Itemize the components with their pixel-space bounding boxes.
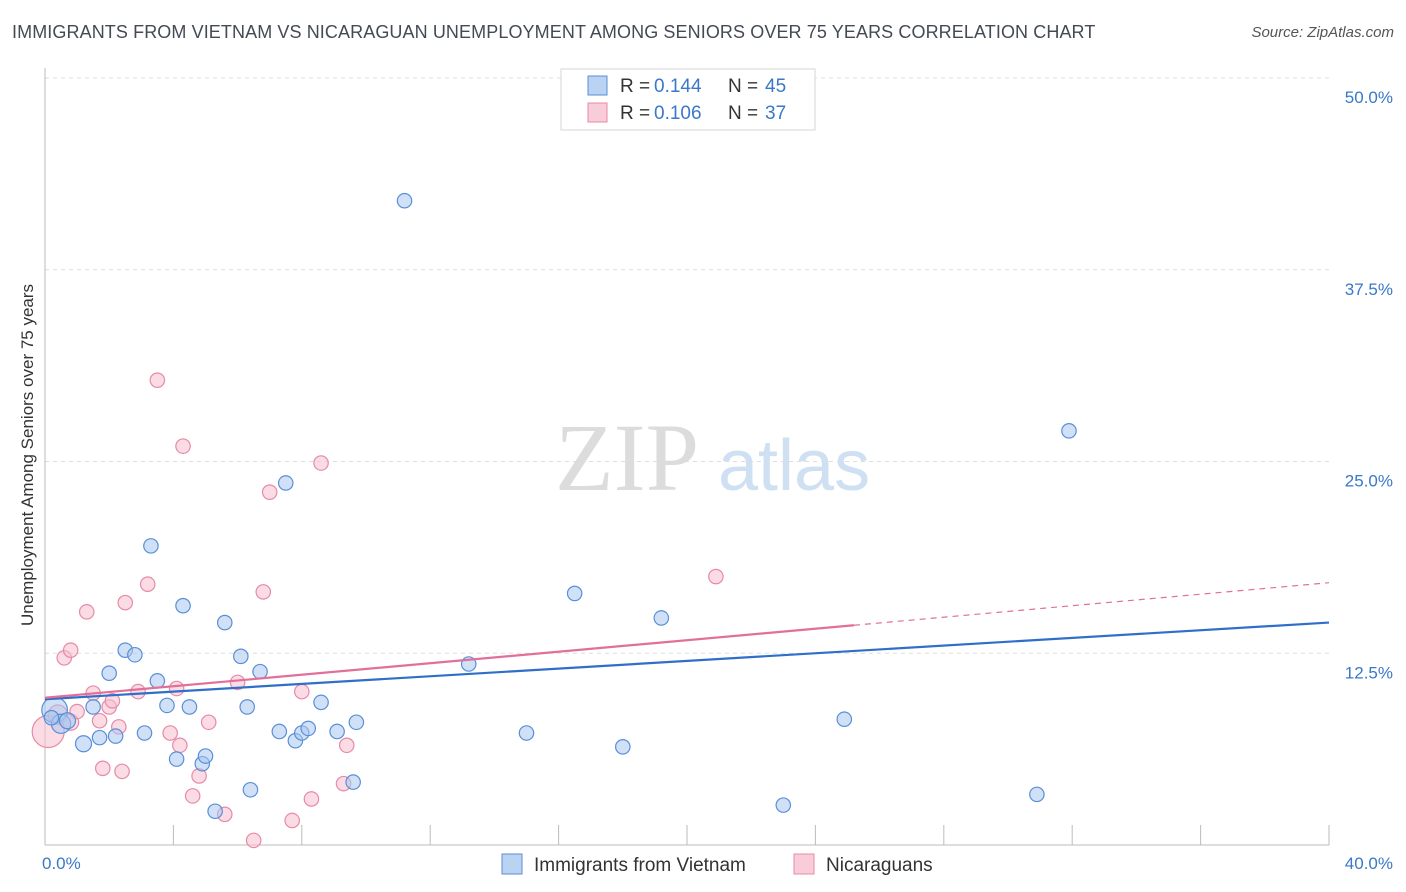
data-point [172, 737, 188, 754]
data-point [518, 725, 535, 741]
data-point [396, 192, 413, 209]
data-point [91, 712, 108, 729]
legend-series-label: Nicaraguans [826, 855, 933, 876]
data-point [74, 735, 93, 753]
watermark-atlas: atlas [718, 426, 870, 506]
legend-r-value: 0.106 [654, 103, 702, 124]
data-point [277, 475, 294, 491]
data-point [329, 723, 345, 740]
data-point [566, 585, 583, 602]
data-point [338, 737, 355, 754]
legend-r-value: 0.144 [654, 76, 702, 97]
y-tick-label: 25.0% [1345, 472, 1393, 491]
data-point [62, 642, 79, 658]
data-point [313, 455, 329, 471]
data-point [184, 788, 201, 804]
data-point [85, 699, 101, 715]
data-point [207, 803, 223, 820]
legend-series-swatch [501, 853, 523, 875]
legend-swatch [587, 75, 608, 96]
data-point [159, 697, 175, 714]
data-point [143, 538, 159, 554]
data-point [197, 748, 214, 764]
data-point [78, 604, 95, 620]
y-tick-label: 12.5% [1345, 663, 1393, 682]
data-point [58, 712, 77, 730]
data-point [101, 665, 117, 681]
watermark-zip: ZIP [555, 404, 699, 511]
data-point [162, 725, 178, 741]
trend-line-solid [44, 624, 855, 699]
legend-r-label: R = [620, 103, 650, 124]
data-point [313, 694, 329, 711]
data-point [139, 576, 156, 593]
legend-r-label: R = [620, 76, 650, 97]
legend-n-label: N = [728, 103, 758, 124]
x-tick-label: 0.0% [42, 854, 81, 873]
data-point [239, 699, 256, 715]
data-point [200, 714, 217, 731]
legend-stats: R = 0.144 N = 45 R = 0.106 N = 37 [560, 68, 816, 131]
data-point [104, 693, 121, 709]
data-point [1061, 423, 1077, 439]
points-vietnam [41, 192, 1077, 820]
data-point [130, 683, 146, 700]
data-point [168, 751, 185, 767]
data-point [117, 594, 134, 611]
legend-swatch [587, 102, 608, 123]
y-tick-label: 50.0% [1345, 88, 1393, 107]
data-point [136, 725, 153, 741]
trend-line-dashed [853, 582, 1330, 626]
data-point [229, 674, 246, 691]
data-point [614, 739, 631, 755]
data-point [242, 781, 259, 798]
grid-lines [45, 77, 1329, 654]
trend-lines [44, 582, 1330, 701]
data-point [149, 673, 166, 689]
data-point [345, 774, 361, 790]
data-point [127, 646, 143, 663]
data-point [233, 648, 249, 665]
data-point [836, 711, 853, 728]
data-point [149, 372, 166, 388]
legend-series-label: Immigrants from Vietnam [534, 855, 746, 876]
data-point [175, 597, 191, 614]
legend-n-label: N = [728, 76, 758, 97]
source-credit: Source: ZipAtlas.com [1251, 24, 1394, 41]
data-point [293, 683, 310, 700]
data-point [300, 720, 317, 737]
data-point [252, 663, 268, 680]
data-point [708, 568, 724, 585]
tick-labels: 12.5% 25.0% 37.5% 50.0% 0.0% 40.0% [42, 88, 1393, 873]
legend-n-value: 45 [765, 76, 786, 97]
data-point [107, 728, 124, 744]
data-point [348, 714, 365, 731]
legend-n-value: 37 [765, 103, 786, 124]
data-point [1029, 786, 1045, 803]
data-point [284, 812, 300, 829]
data-point [114, 763, 130, 780]
legend-series: Immigrants from Vietnam Nicaraguans [501, 853, 933, 876]
legend-series-swatch [793, 853, 815, 875]
data-point [175, 438, 191, 454]
data-point [94, 760, 111, 777]
watermark: ZIP atlas [555, 404, 870, 511]
data-point [43, 709, 60, 726]
data-point [168, 680, 185, 697]
data-point [653, 610, 670, 626]
data-point [303, 791, 320, 807]
x-tick-label: 40.0% [1345, 854, 1393, 873]
data-point [91, 729, 108, 746]
data-point [775, 797, 792, 813]
data-point [181, 699, 198, 715]
chart-title: IMMIGRANTS FROM VIETNAM VS NICARAGUAN UN… [12, 22, 1096, 42]
data-point [255, 584, 272, 600]
data-point [216, 614, 233, 631]
data-point [245, 832, 262, 849]
trend-line [44, 621, 1330, 701]
data-point [271, 723, 288, 740]
y-tick-label: 37.5% [1345, 280, 1393, 299]
data-point [261, 484, 278, 500]
